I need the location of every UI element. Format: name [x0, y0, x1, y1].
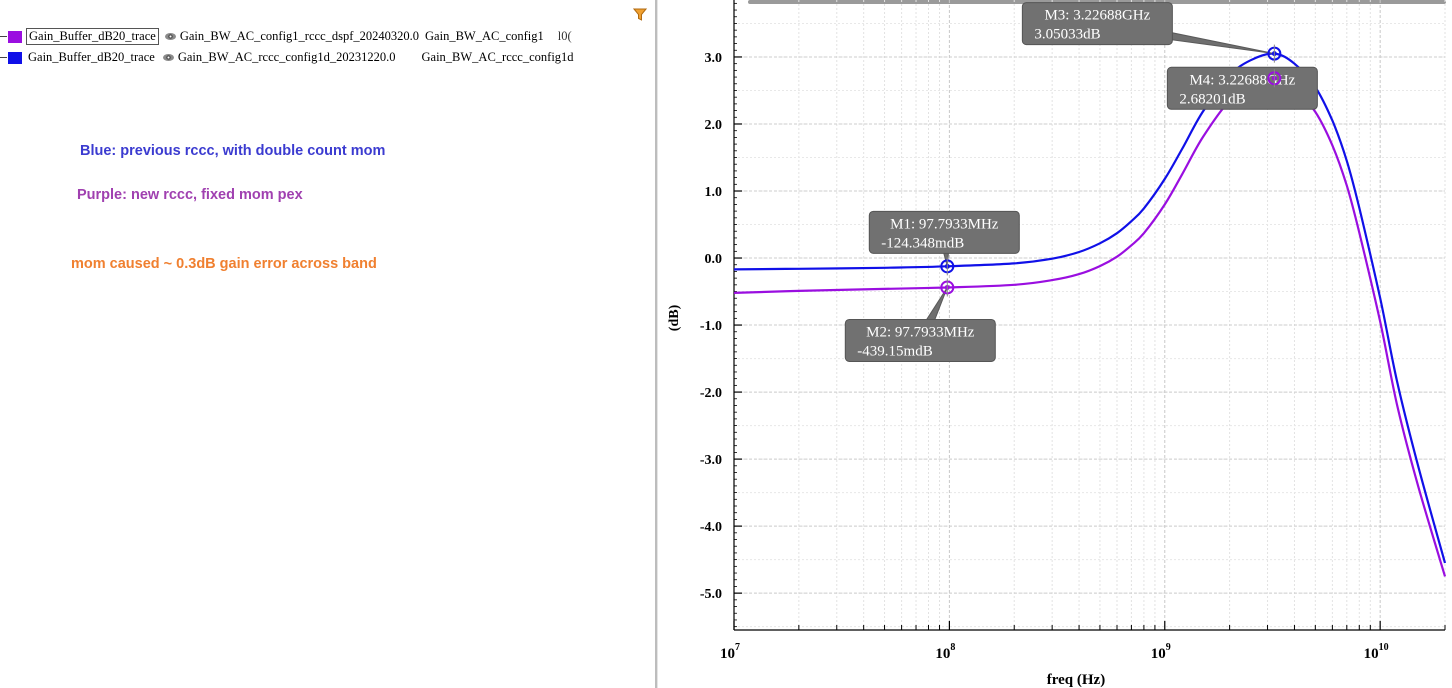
series-line-1	[733, 77, 1447, 577]
legend-row-purple[interactable]: Gain_Buffer_dB20_trace Gain_BW_AC_config…	[0, 27, 572, 46]
marker-value-M2: -439.15mdB	[857, 343, 932, 359]
tree-connector	[0, 36, 7, 37]
y-tick-label: 2.0	[705, 118, 723, 133]
x-tick-label: 108	[935, 642, 955, 662]
y-tick-label: -1.0	[700, 319, 722, 334]
trace-dataset: Gain_BW_AC_config1_rccc_dspf_20240320.0	[179, 29, 420, 43]
marker-label-M1: M1: 97.7933MHz	[890, 216, 999, 232]
series-lines	[733, 52, 1447, 577]
trace-legend-panel: Gain_Buffer_dB20_trace Gain_BW_AC_config…	[0, 0, 655, 688]
trace-extra-column: l0(	[557, 29, 572, 43]
panel-splitter-shadow	[657, 0, 658, 688]
axes	[733, 0, 1446, 631]
x-tick-label: 109	[1151, 642, 1171, 662]
note-gain-error: mom caused ~ 0.3dB gain error across ban…	[71, 256, 377, 272]
x-tick-exponent: 8	[950, 642, 955, 653]
marker-value-M1: -124.348mdB	[881, 235, 964, 251]
visibility-eye-icon[interactable]	[162, 52, 174, 63]
x-tick-exponent: 10	[1379, 642, 1389, 653]
note-blue-trace: Blue: previous rccc, with double count m…	[80, 143, 386, 159]
tree-connector	[0, 57, 7, 58]
legend-row-blue[interactable]: Gain_Buffer_dB20_trace Gain_BW_AC_rccc_c…	[0, 48, 574, 67]
plot-background	[658, 0, 1452, 688]
y-tick-label: -4.0	[700, 520, 722, 535]
y-tick-label: -2.0	[700, 386, 722, 401]
x-tick-exponent: 7	[735, 642, 740, 653]
trace-dataset: Gain_BW_AC_rccc_config1d_20231220.0	[177, 50, 396, 64]
y-tick-label: 1.0	[705, 185, 723, 200]
plot-title-bar	[748, 0, 1446, 4]
marker-label-M3: M3: 3.22688GHz	[1044, 8, 1150, 24]
filter-icon[interactable]	[633, 8, 647, 22]
panel-splitter[interactable]	[655, 0, 657, 688]
marker-box-M3	[1021, 2, 1173, 46]
marker-value-M3: 3.05033dB	[1034, 27, 1100, 43]
trace-test-name: Gain_BW_AC_rccc_config1d	[421, 50, 574, 64]
marker-label-M2: M2: 97.7933MHz	[866, 324, 975, 340]
trace-name[interactable]: Gain_Buffer_dB20_trace	[26, 28, 159, 45]
marker-annotations[interactable]: M1: 97.7933MHz -124.348mdB M2: 97.7933MHz -…	[844, 2, 1318, 362]
trace-color-swatch[interactable]	[8, 51, 22, 64]
y-axis-label: (dB)	[667, 304, 682, 331]
gain-plot[interactable]: 107 108 109 10103.02.01.00.0-1.0-2.0-3.0-4.…	[658, 0, 1452, 688]
series-line-0	[733, 52, 1447, 564]
trace-color-swatch[interactable]	[8, 30, 22, 43]
y-tick-label: 3.0	[705, 51, 723, 66]
marker-value-M4: 2.68201dB	[1179, 91, 1245, 107]
trace-name[interactable]: Gain_Buffer_dB20_trace	[28, 50, 155, 64]
y-tick-label: -5.0	[700, 587, 722, 602]
visibility-eye-icon[interactable]	[164, 31, 176, 42]
y-tick-label: 0.0	[705, 252, 723, 267]
note-purple-trace: Purple: new rccc, fixed mom pex	[77, 187, 303, 203]
x-tick-exponent: 9	[1166, 642, 1171, 653]
y-tick-label: -3.0	[700, 453, 722, 468]
x-axis-label: freq (Hz)	[1047, 672, 1105, 688]
marker-box-M2	[844, 318, 996, 362]
trace-test-name: Gain_BW_AC_config1	[425, 29, 544, 43]
marker-box-M1	[868, 210, 1020, 254]
